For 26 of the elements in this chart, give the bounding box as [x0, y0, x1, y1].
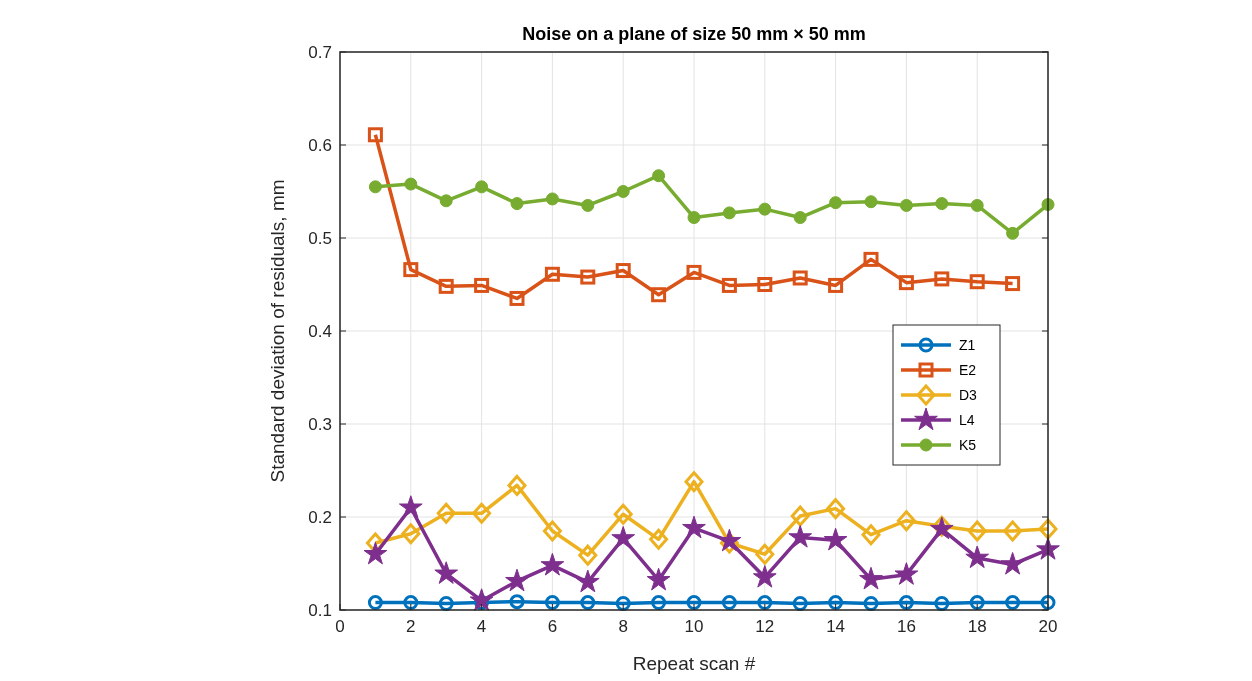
chart-title: Noise on a plane of size 50 mm × 50 mm	[522, 24, 866, 44]
legend-label: E2	[959, 362, 977, 378]
x-tick-label: 4	[476, 617, 487, 636]
x-tick-label: 20	[1038, 617, 1058, 636]
x-tick-label: 2	[406, 617, 416, 636]
y-tick-label: 0.2	[308, 508, 332, 527]
x-tick-label: 10	[684, 617, 704, 636]
legend-label: L4	[959, 412, 975, 428]
x-tick-label: 8	[618, 617, 628, 636]
y-axis-title: Standard deviation of residuals, mm	[267, 179, 288, 483]
y-tick-label: 0.4	[308, 322, 332, 341]
y-tick-label: 0.6	[308, 136, 332, 155]
legend-label: Z1	[959, 337, 976, 353]
y-tick-label: 0.7	[308, 43, 332, 62]
legend-label: D3	[959, 387, 978, 403]
y-tick-label: 0.5	[308, 229, 332, 248]
x-tick-label: 0	[335, 617, 345, 636]
x-tick-label: 16	[896, 617, 916, 636]
y-tick-label: 0.3	[308, 415, 332, 434]
y-tick-label: 0.1	[308, 601, 332, 620]
x-tick-label: 6	[547, 617, 558, 636]
x-tick-label: 18	[967, 617, 987, 636]
x-tick-label: 14	[826, 617, 846, 636]
legend-label: K5	[959, 437, 977, 453]
x-axis-title: Repeat scan #	[632, 653, 756, 674]
x-tick-label: 12	[755, 617, 775, 636]
